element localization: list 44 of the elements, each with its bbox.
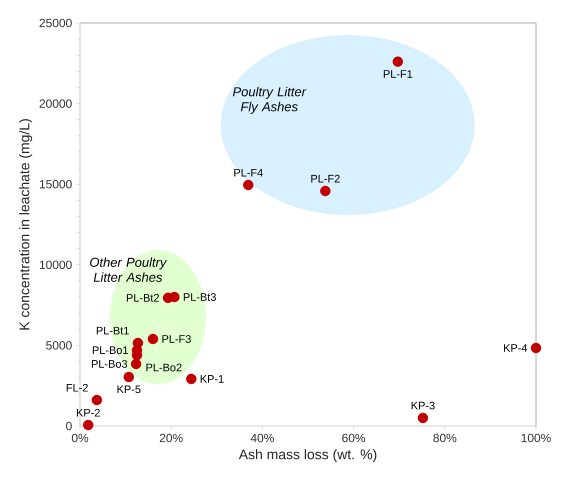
series-label: FL-2 (66, 384, 88, 392)
series-label: KP-2 (76, 408, 100, 417)
y-axis-title: K concentration in leachate (mg/L) (19, 119, 32, 330)
point (148, 334, 158, 344)
point (530, 342, 542, 354)
y-tick-label: 10000 (40, 260, 72, 270)
series-label: PL-F3 (162, 335, 191, 343)
x-axis-title: Ash mass loss (wt. %) (238, 449, 376, 462)
series-label: PL-Bo3 (92, 360, 128, 368)
point (418, 412, 428, 424)
x-tick-label: 80% (433, 434, 456, 442)
point (83, 420, 94, 430)
point (243, 180, 254, 190)
series-label: PL-Bt3 (184, 293, 216, 301)
point (169, 292, 180, 302)
x-tick-label: 100% (522, 434, 551, 442)
series-label: PL-F1 (384, 70, 412, 78)
x-tick-label: 60% (342, 434, 366, 442)
series-label: PL-Bt2 (126, 294, 159, 302)
annotation: Poultry Litter Fly Ashes (232, 86, 306, 114)
series-label: KP-1 (200, 375, 224, 383)
x-tick-label: 0% (72, 434, 88, 442)
series-label: PL-Bo1 (92, 346, 128, 354)
x-tick-label: 20% (160, 434, 183, 442)
point (124, 372, 134, 382)
y-tick-label: 0 (66, 422, 72, 430)
point (130, 358, 142, 370)
point (392, 56, 404, 67)
y-tick-label: 20000 (40, 99, 72, 108)
series-label: KP-4 (504, 344, 528, 352)
series-label: PL-Bo2 (146, 364, 182, 372)
series-label: PL-Bt1 (96, 326, 129, 334)
point (92, 394, 102, 406)
y-tick-label: 15000 (40, 180, 72, 188)
y-tick-label: 25000 (40, 18, 72, 28)
series-label: PL-F4 (234, 168, 263, 176)
series-label: KP-5 (118, 386, 141, 394)
x-tick-label: 40% (250, 434, 274, 442)
point (320, 186, 331, 196)
annotation: Other Poultry Litter Ashes (90, 257, 168, 282)
point (186, 374, 196, 384)
series-label: PL-F2 (311, 174, 340, 182)
series-label: KP-3 (412, 402, 435, 410)
y-tick-label: 5000 (46, 341, 72, 350)
